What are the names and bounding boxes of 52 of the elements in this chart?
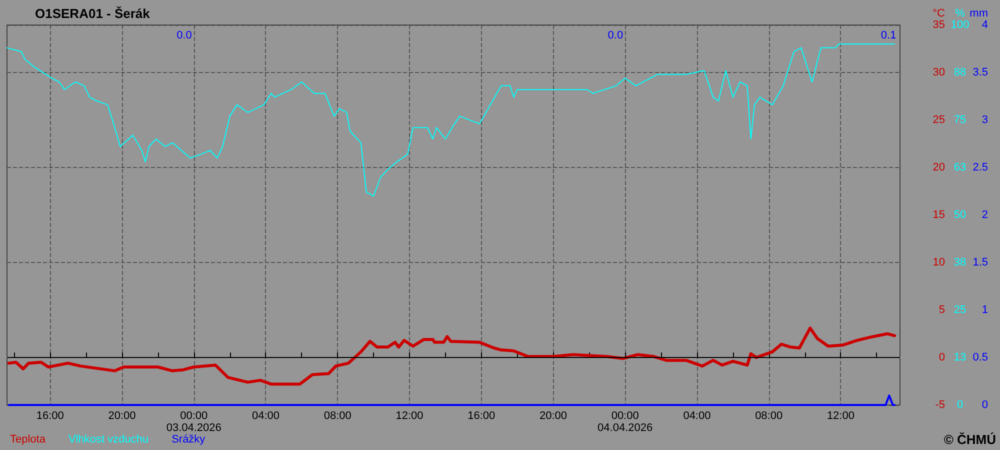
x-tick-label: 20:00 (108, 410, 136, 422)
chart-title: O1SERA01 - Šerák (35, 6, 151, 21)
x-tick-label: 16:00 (36, 410, 64, 422)
y3-tick-label: 2 (982, 209, 988, 221)
annotation: 0.0 (176, 30, 192, 42)
y-tick-label: 25 (932, 114, 945, 126)
y2-tick-label: 38 (954, 256, 966, 268)
y3-tick-label: 2.5 (972, 162, 988, 174)
y2-tick-label: 88 (954, 66, 966, 78)
y2-tick-label: 25 (954, 304, 966, 316)
y3-axis-title: mm (970, 8, 988, 20)
y-tick-label: 20 (932, 162, 945, 174)
x-tick-label: 12:00 (826, 410, 854, 422)
y3-tick-label: 3 (982, 114, 988, 126)
y3-tick-label: 0.5 (972, 352, 988, 364)
x-tick-label: 16:00 (468, 410, 496, 422)
text: Vlhkost vzduchu (68, 434, 149, 446)
y3-tick-label: 3.5 (972, 66, 988, 78)
text: © ČHMÚ (944, 432, 996, 447)
x-tick-label: 08:00 (755, 410, 783, 422)
line-series (6, 44, 896, 196)
x-tick-label: 04:00 (683, 410, 711, 422)
y-tick-label: 5 (938, 304, 945, 316)
text: Srážky (172, 434, 206, 446)
y2-tick-label: 0 (956, 399, 964, 411)
y-tick-label: 10 (932, 256, 945, 268)
annotation: 0.1 (880, 30, 896, 42)
x-tick-label: 00:00 04.04.2026 (598, 410, 653, 434)
line-series (7, 326, 896, 386)
y2-tick-label: 63 (954, 162, 966, 174)
y-tick-label: 35 (932, 19, 945, 31)
x-tick-label: 00:00 03.04.2026 (166, 410, 222, 434)
y3-tick-label: 4 (982, 19, 988, 31)
y3-tick-label: 0 (982, 399, 988, 411)
x-tick-label: 08:00 (324, 410, 352, 422)
y2-tick-label: 50 (954, 209, 966, 221)
y3-tick-label: 1.5 (972, 256, 988, 268)
y-tick-label: 15 (932, 209, 945, 221)
y2-tick-label: 13 (954, 352, 966, 364)
text: Teplota (10, 434, 46, 446)
y-tick-label: 0 (938, 352, 945, 364)
y-tick-label: -5 (935, 399, 945, 411)
annotation: 0.0 (608, 30, 624, 42)
y-axis-title: °C (932, 8, 946, 20)
y3-tick-label: 1 (982, 304, 988, 316)
y2-axis-title: % (955, 8, 966, 20)
y2-tick-label: 100 (950, 19, 970, 31)
x-tick-label: 12:00 (396, 410, 424, 422)
y-tick-label: 30 (932, 66, 945, 78)
y2-tick-label: 75 (954, 114, 966, 126)
x-tick-label: 04:00 (252, 410, 280, 422)
x-tick-label: 20:00 (539, 410, 567, 422)
